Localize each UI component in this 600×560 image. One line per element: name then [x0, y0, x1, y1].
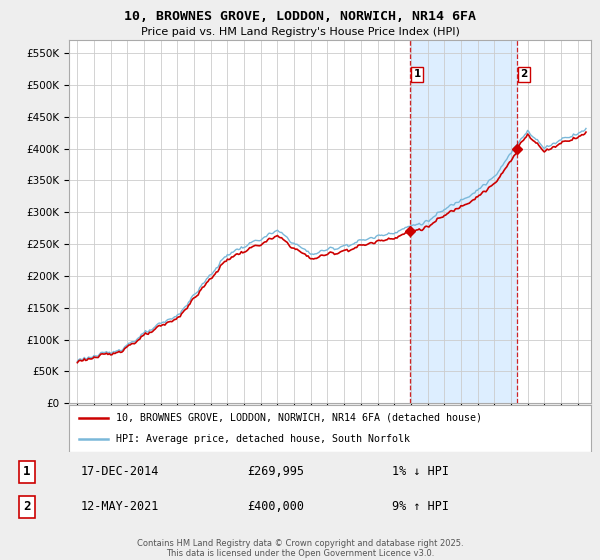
- Text: 17-DEC-2014: 17-DEC-2014: [81, 465, 159, 478]
- Text: £269,995: £269,995: [248, 465, 305, 478]
- Text: 1: 1: [413, 69, 421, 80]
- Text: 10, BROWNES GROVE, LODDON, NORWICH, NR14 6FA (detached house): 10, BROWNES GROVE, LODDON, NORWICH, NR14…: [116, 413, 482, 423]
- Text: 1% ↓ HPI: 1% ↓ HPI: [392, 465, 449, 478]
- Text: 9% ↑ HPI: 9% ↑ HPI: [392, 500, 449, 514]
- Text: 2: 2: [23, 500, 31, 514]
- Text: 2: 2: [520, 69, 528, 80]
- Text: Price paid vs. HM Land Registry's House Price Index (HPI): Price paid vs. HM Land Registry's House …: [140, 27, 460, 38]
- Text: 10, BROWNES GROVE, LODDON, NORWICH, NR14 6FA: 10, BROWNES GROVE, LODDON, NORWICH, NR14…: [124, 10, 476, 23]
- Text: 1: 1: [23, 465, 31, 478]
- Text: 12-MAY-2021: 12-MAY-2021: [81, 500, 159, 514]
- Text: HPI: Average price, detached house, South Norfolk: HPI: Average price, detached house, Sout…: [116, 434, 410, 444]
- Text: Contains HM Land Registry data © Crown copyright and database right 2025.
This d: Contains HM Land Registry data © Crown c…: [137, 539, 463, 558]
- Text: £400,000: £400,000: [248, 500, 305, 514]
- Bar: [410, 40, 517, 403]
